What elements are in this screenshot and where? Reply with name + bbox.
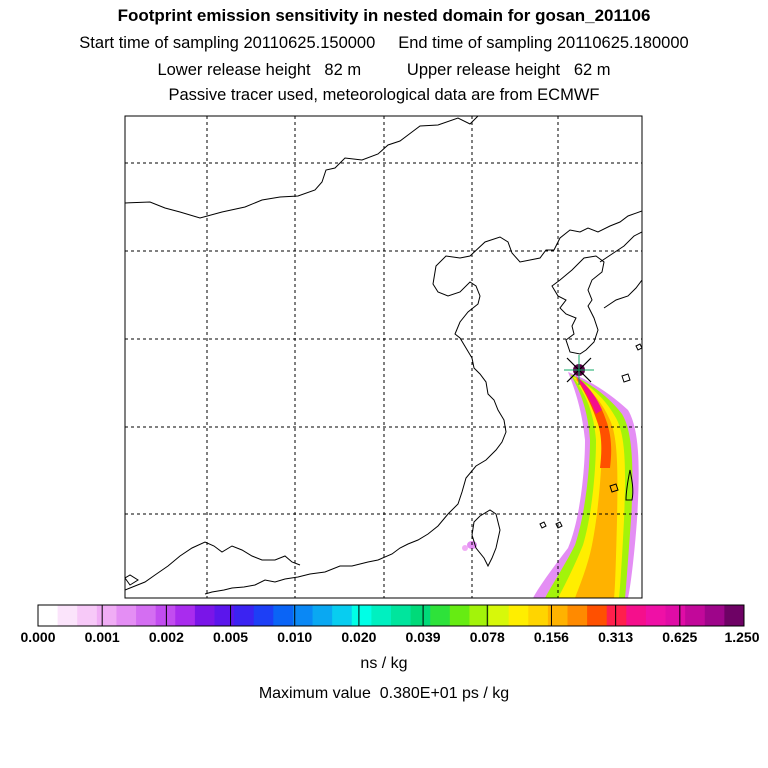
footprint-map [124,115,643,599]
colorbar-swatch [38,605,59,626]
colorbar-tick-label: 0.010 [277,629,313,645]
colorbar-swatch [547,605,568,626]
release-height-line: Lower release height 82 m Upper release … [157,61,611,79]
colorbar-swatch [587,605,608,626]
colorbar-swatch [234,605,255,626]
colorbar-tick-label: 0.020 [341,629,377,645]
colorbar-swatch [155,605,176,626]
colorbar-tick-label: 0.005 [213,629,249,645]
colorbar-swatch [273,605,294,626]
colorbar-swatch [528,605,549,626]
colorbar-tick-label: 0.001 [84,629,120,645]
colorbar-swatch [606,605,627,626]
colorbar-swatch [116,605,137,626]
tracer-info-line: Passive tracer used, meteorological data… [168,86,600,104]
maximum-value-label: Maximum value 0.380E+01 ps / kg [258,685,510,702]
colorbar-tick-label: 0.313 [598,629,634,645]
colorbar-tick-label: 0.625 [662,629,698,645]
colorbar-swatch [410,605,431,626]
colorbar-swatch [77,605,98,626]
colorbar-swatch [704,605,725,626]
colorbar-swatch [371,605,392,626]
colorbar-swatch [567,605,588,626]
colorbar-swatch [430,605,451,626]
coastlines [125,116,642,598]
colorbar-swatch [665,605,686,626]
emission-plume [462,372,639,598]
colorbar-swatch [57,605,78,626]
colorbar-swatch [332,605,353,626]
sampling-time-line: Start time of sampling 20110625.150000 E… [79,34,689,52]
colorbar-swatch [214,605,235,626]
colorbar-swatch [626,605,647,626]
colorbar-swatch [253,605,274,626]
colorbar-swatch [685,605,706,626]
colorbar-frame [37,604,745,627]
colorbar-swatch [508,605,529,626]
colorbar-swatch [175,605,196,626]
colorbar-tick-label: 0.002 [148,629,184,645]
colorbar-swatch [724,605,745,626]
colorbar-swatch [312,605,333,626]
colorbar-tick-label: 0.156 [533,629,569,645]
colorbar [37,604,745,627]
colorbar-tick-label: 0.000 [20,629,56,645]
colorbar-swatch [645,605,667,626]
colorbar-swatch [136,605,157,626]
map-frame [124,115,643,599]
receptor-marker [564,355,594,385]
colorbar-swatch [469,605,490,626]
colorbar-tick-label: 1.250 [724,629,760,645]
colorbar-swatch [96,605,117,626]
colorbar-swatch [194,605,215,626]
colorbar-swatch [351,605,372,626]
colorbar-tick-label: 0.078 [469,629,505,645]
colorbar-swatch [489,605,510,626]
colorbar-tick-label: 0.039 [405,629,441,645]
plot-title: Footprint emission sensitivity in nested… [117,6,651,25]
colorbar-swatch [391,605,412,626]
colorbar-unit: ns / kg [360,655,408,672]
colorbar-swatch [292,605,314,626]
colorbar-swatch [449,605,470,626]
